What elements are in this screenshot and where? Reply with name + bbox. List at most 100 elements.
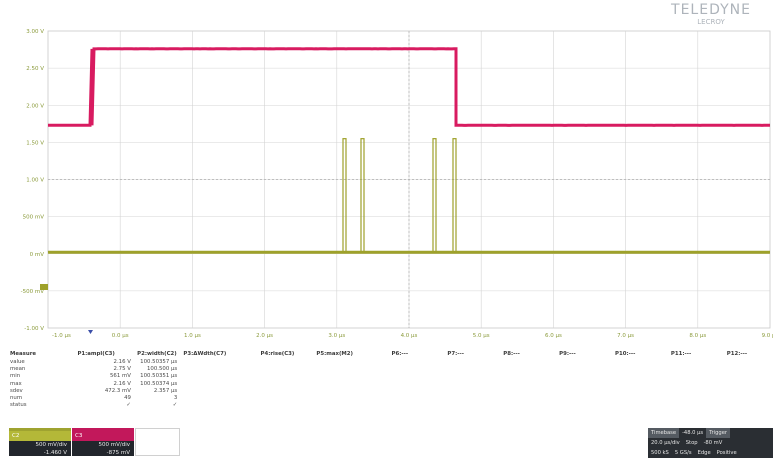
measure-header-cell[interactable]: P7:--- — [447, 351, 464, 357]
measure-cell — [391, 388, 447, 395]
measure-cell — [615, 381, 671, 388]
waveform-grid: 3.00 V 2.50 V 2.00 V 1.50 V 1.00 V 500 mV 0 mV… — [21, 29, 773, 339]
x-tick-label: -1.0 µs — [52, 333, 71, 339]
pulse — [342, 138, 347, 253]
channel-c2-pulses — [342, 138, 457, 253]
pulse — [432, 138, 437, 253]
measure-cell — [391, 373, 447, 380]
measure-cell: 2.357 µs — [153, 387, 178, 394]
x-tick-label: 3.0 µs — [328, 333, 345, 339]
measure-cell — [447, 402, 503, 409]
trigger-type: Edge — [697, 450, 711, 456]
measure-header-cell[interactable]: P4:rise(C3) — [260, 351, 295, 357]
measure-cell — [183, 395, 260, 402]
measure-header-cell: Measure — [10, 351, 37, 357]
measure-cell — [615, 402, 671, 409]
measure-header-cell[interactable]: P6:--- — [391, 351, 409, 357]
measure-cell — [559, 395, 615, 402]
channel-c2-descriptor[interactable]: C2 500 mV/div -1.460 V — [9, 428, 71, 456]
measure-cell — [260, 366, 316, 373]
measure-cell: 3 — [173, 394, 178, 401]
trigger-marker[interactable] — [88, 330, 93, 334]
timebase-tab[interactable]: Timebase — [648, 428, 680, 438]
measure-cell — [260, 381, 316, 388]
measure-cell — [559, 373, 615, 380]
measure-cell — [503, 388, 559, 395]
measure-header-cell[interactable]: P1:ampl(C3) — [77, 351, 115, 357]
measure-header-cell[interactable]: P3:ΔWdth(C7) — [183, 351, 227, 357]
measure-cell: 2.75 V — [113, 366, 131, 373]
measure-header-cell[interactable]: P2:width(C2) — [137, 351, 177, 357]
measure-row: value 2.16 V 100.50357 µs — [10, 359, 773, 366]
x-tick-label: 0.0 µs — [112, 333, 129, 339]
brand-name: TELEDYNE — [671, 2, 751, 18]
measure-cell — [260, 359, 316, 366]
measure-cell — [447, 388, 503, 395]
channel-c3-trace — [48, 47, 770, 127]
measure-cell — [671, 373, 727, 380]
measure-header-cell[interactable]: P9:--- — [559, 351, 576, 357]
y-tick-label: 0 mV — [30, 252, 45, 258]
measure-header-cell[interactable]: P11:--- — [670, 351, 692, 357]
measure-cell — [391, 381, 447, 388]
trigger-level: -80 mV — [703, 440, 723, 446]
measure-cell: ✓ — [172, 402, 178, 409]
measure-header-cell[interactable]: P5:max(M2) — [316, 351, 354, 357]
measure-cell — [671, 366, 727, 373]
measure-cell: 472.3 mV — [104, 387, 131, 394]
y-tick-label: 1.00 V — [26, 178, 44, 184]
measure-row: max 2.16 V 100.50374 µs — [10, 381, 773, 388]
measure-cell: 100.50351 µs — [140, 373, 178, 380]
measure-cell — [183, 359, 260, 366]
waveform-display[interactable]: 3.00 V 2.50 V 2.00 V 1.50 V 1.00 V 500 mV 0 mV… — [0, 0, 773, 346]
measure-header-cell[interactable]: P8:--- — [503, 351, 520, 357]
measure-row: sdev 472.3 mV 2.357 µs — [10, 388, 773, 395]
measurement-table: Measure P1:ampl(C3) P2:width(C2) P3:ΔWdth(C… — [10, 350, 773, 409]
x-axis-labels: -1.0 µs 0.0 µs 1.0 µs 2.0 µs 3.0 µs 4.0 µs 5.0… — [52, 333, 773, 339]
measure-cell: 100.50357 µs — [140, 359, 178, 365]
channel-c3-scale: 500 mV/div — [98, 442, 131, 448]
x-tick-label: 4.0 µs — [401, 333, 418, 339]
trigger-slope: Positive — [716, 450, 737, 456]
measure-cell — [727, 366, 773, 373]
measure-header-cell[interactable]: P12:--- — [726, 351, 748, 357]
measure-cell — [447, 359, 503, 366]
measure-cell: 49 — [124, 394, 131, 401]
measure-cell — [671, 388, 727, 395]
measure-cell — [447, 395, 503, 402]
empty-descriptor-slot[interactable] — [135, 428, 180, 456]
channel-c2-offset: -1.460 V — [43, 450, 67, 456]
measure-cell — [727, 388, 773, 395]
x-tick-label: 5.0 µs — [473, 333, 490, 339]
measure-row: mean 2.75 V 100.500 µs — [10, 366, 773, 373]
measure-header-row: Measure P1:ampl(C3) P2:width(C2) P3:ΔWdth(C… — [10, 350, 773, 359]
measure-cell — [260, 402, 316, 409]
channel-c2-scale: 500 mV/div — [35, 442, 68, 448]
channel-c3-offset: -875 mV — [106, 450, 130, 456]
trigger-mode: Stop — [685, 440, 698, 446]
measure-cell — [615, 373, 671, 380]
measure-cell — [503, 373, 559, 380]
measure-cell — [559, 402, 615, 409]
channel-c3-label: C3 — [72, 431, 134, 441]
ground-marker[interactable] — [40, 284, 48, 290]
trigger-tab[interactable]: Trigger — [706, 428, 731, 438]
measure-cell — [183, 381, 260, 388]
measure-cell: value — [10, 359, 25, 365]
measure-cell — [260, 388, 316, 395]
channel-c3-descriptor[interactable]: C3 500 mV/div -875 mV — [72, 428, 134, 456]
measure-cell — [671, 402, 727, 409]
pulse — [360, 138, 365, 253]
measure-cell — [447, 373, 503, 380]
measure-cell — [615, 366, 671, 373]
measure-header-cell[interactable]: P10:--- — [615, 351, 636, 357]
measure-cell — [615, 395, 671, 402]
measure-cell — [503, 402, 559, 409]
measure-cell — [183, 388, 260, 395]
measure-cell — [559, 388, 615, 395]
measure-cell: 2.16 V — [113, 380, 131, 387]
measure-cell — [503, 381, 559, 388]
measure-cell — [559, 366, 615, 373]
timebase-trigger-panel[interactable]: Timebase -48.0 µs Trigger 20.0 µs/div St… — [648, 428, 773, 458]
measure-cell — [316, 388, 391, 395]
